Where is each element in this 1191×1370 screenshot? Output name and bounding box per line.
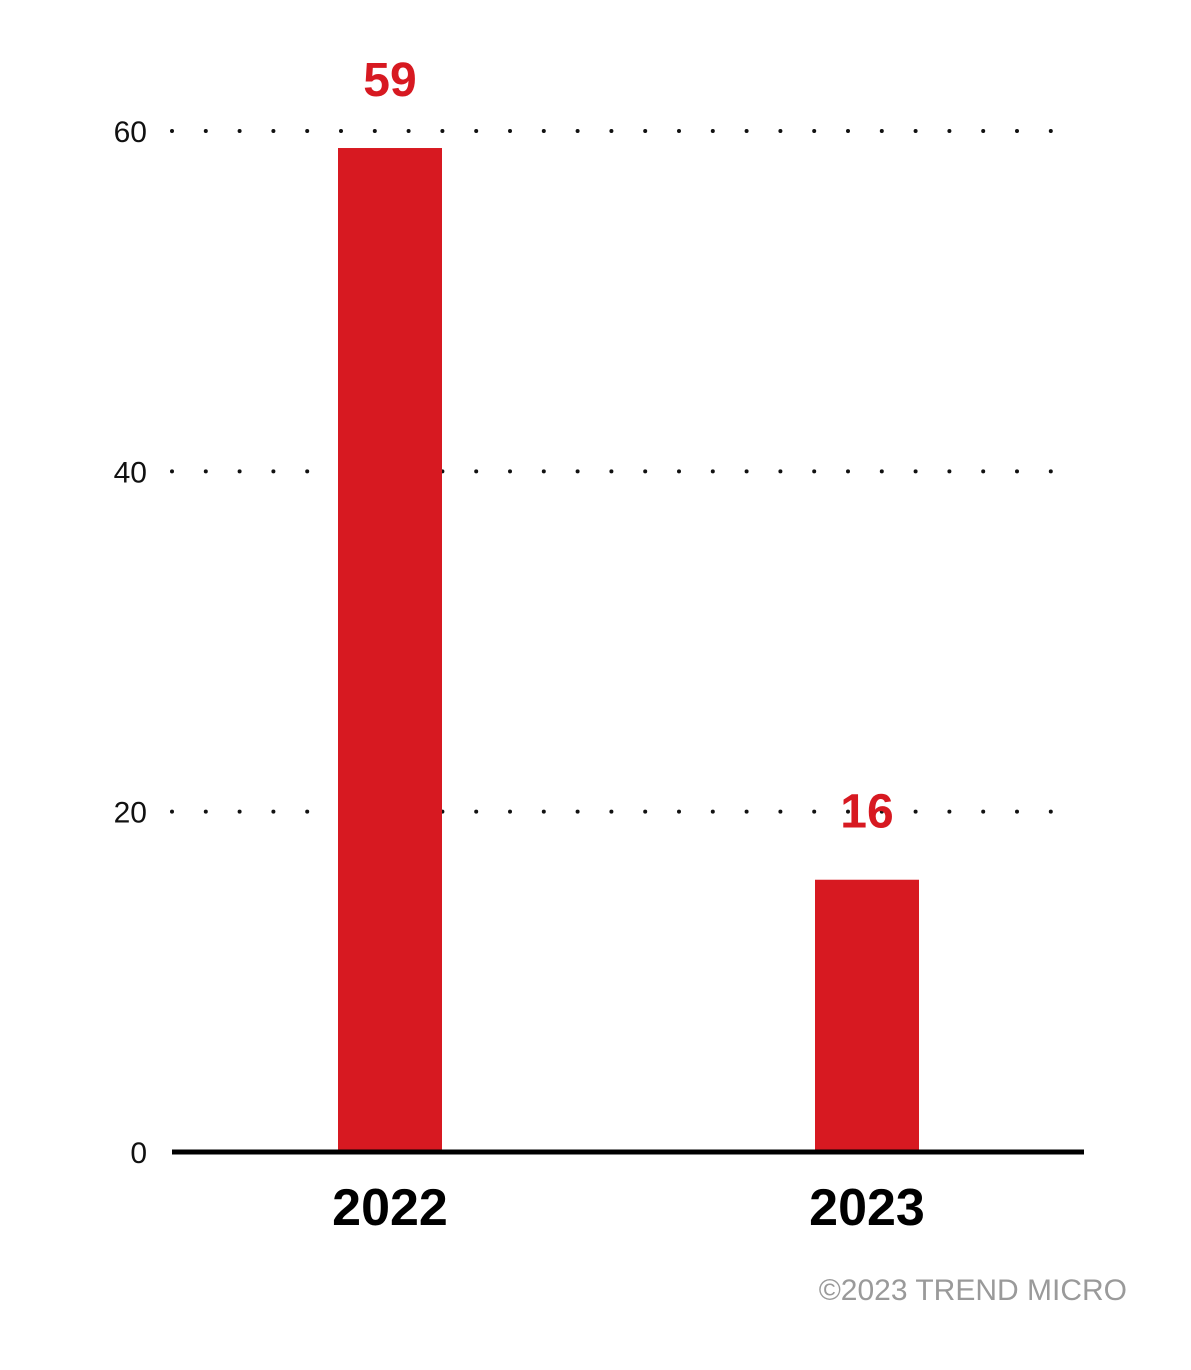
- y-tick-label-0: 0: [130, 1137, 147, 1170]
- bar-2023: [815, 879, 919, 1152]
- x-category-label-2022: 2022: [332, 1179, 448, 1237]
- y-tick-label-2: 40: [114, 456, 147, 489]
- gridlines: [170, 129, 1086, 814]
- y-tick-label-3: 60: [114, 116, 147, 149]
- bars: [338, 148, 919, 1152]
- value-label-2022: 59: [363, 54, 416, 107]
- bar-2022: [338, 148, 442, 1152]
- labels: 0 20 40 60 59 2022 16 2023: [114, 54, 925, 1237]
- y-tick-label-1: 20: [114, 797, 147, 830]
- value-label-2023: 16: [840, 786, 893, 839]
- copyright-notice: ©2023 TREND MICRO: [818, 1274, 1127, 1307]
- x-category-label-2023: 2023: [809, 1179, 925, 1237]
